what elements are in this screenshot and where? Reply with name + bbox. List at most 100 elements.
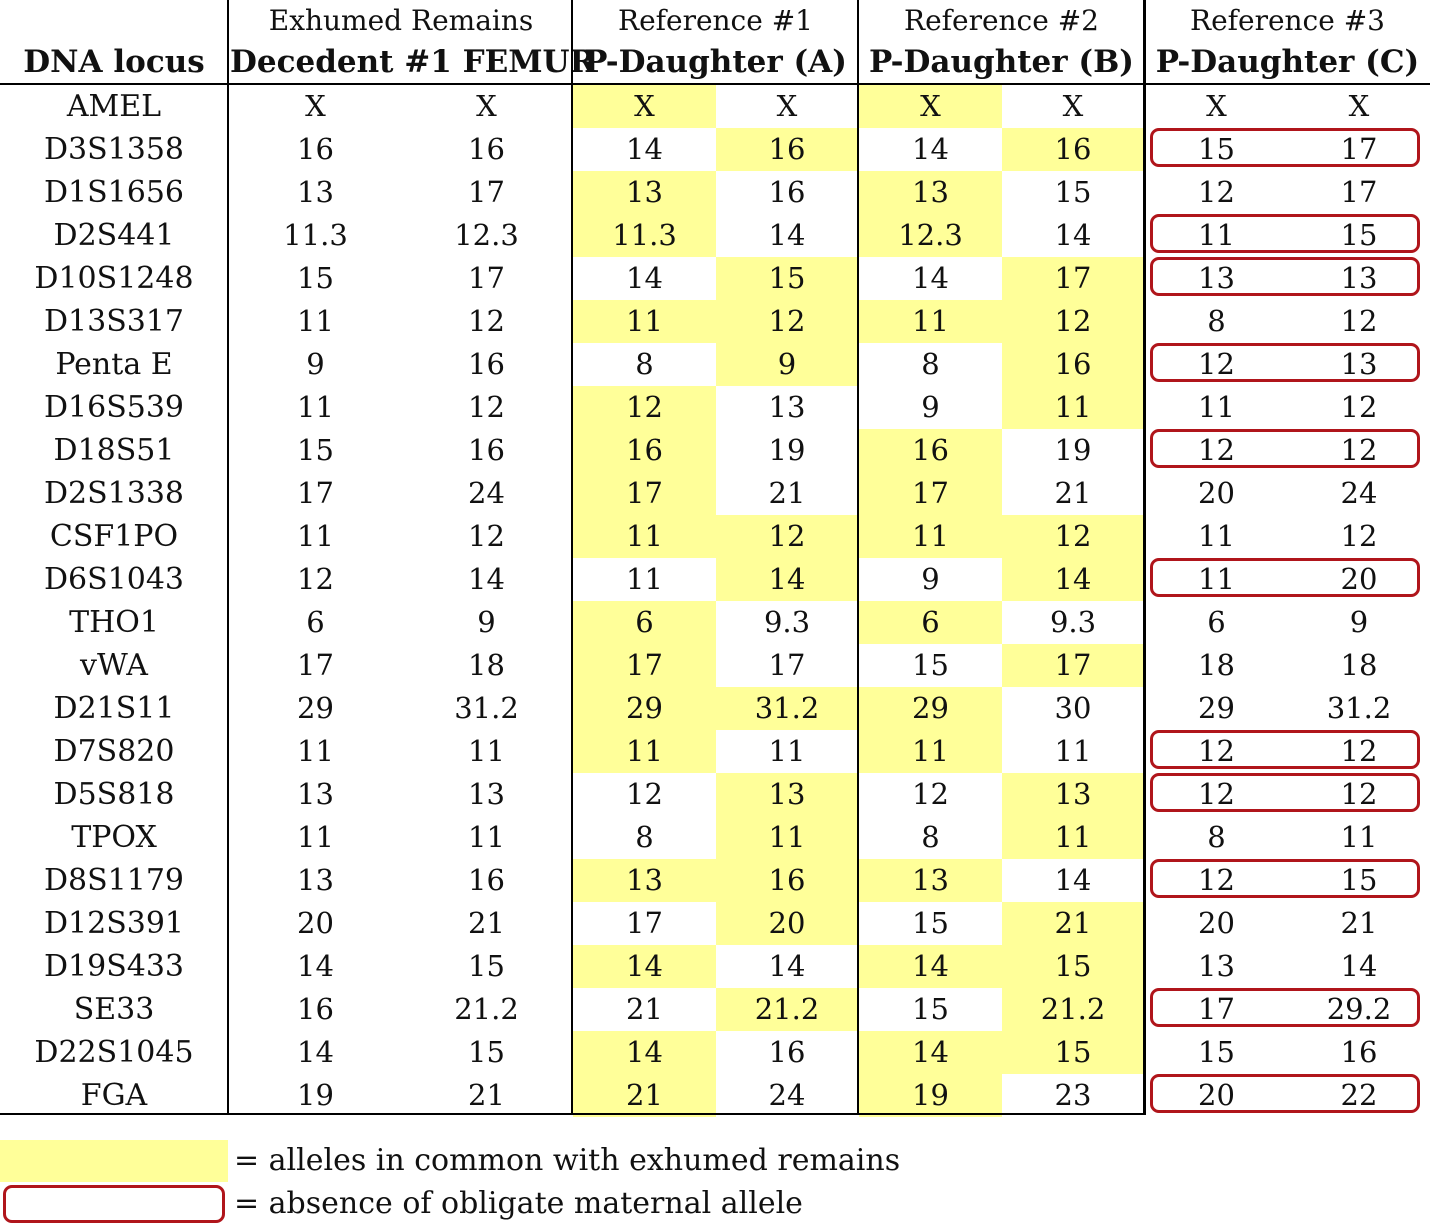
ref3-allele: 12 <box>1340 390 1378 424</box>
decedent-allele: X <box>476 89 497 123</box>
ref2-allele-shared: 21 <box>1002 902 1144 945</box>
missing-maternal-allele-box <box>1150 558 1420 597</box>
ref3-allele: 15 <box>1198 1035 1235 1069</box>
ref2-allele: 14 <box>1054 863 1092 897</box>
missing-maternal-allele-box <box>1150 773 1420 812</box>
locus-name: D1S1656 <box>43 175 185 210</box>
ref1-allele: 14 <box>626 261 663 295</box>
locus-name: D10S1248 <box>34 261 194 296</box>
ref2-allele-shared: 12 <box>1002 300 1144 343</box>
locus-name: D8S1179 <box>43 863 185 898</box>
table-row: D1S1656 13 17 13 16 13 15 12 17 <box>0 171 1430 214</box>
ref2-allele-shared: 13 <box>1002 773 1144 816</box>
ref1-allele: X <box>776 89 798 123</box>
ref1-allele-shared: 17 <box>573 644 716 687</box>
ref2-allele-shared: 12.3 <box>859 214 1002 257</box>
decedent-allele: 11 <box>468 820 505 854</box>
ref2-allele-shared: 16 <box>1002 343 1144 386</box>
ref1-allele: 17 <box>626 906 663 940</box>
ref3-allele: 12 <box>1198 175 1235 209</box>
decedent-allele: 16 <box>468 863 505 897</box>
ref1-allele: 19 <box>768 433 806 467</box>
ref1-allele: 14 <box>768 218 806 252</box>
ref2-allele-shared: 14 <box>859 1031 1002 1074</box>
missing-maternal-allele-box <box>1150 128 1420 167</box>
header-decedent-sub: Exhumed Remains <box>268 4 534 37</box>
header-reference-1-sub: Reference #1 <box>617 4 813 37</box>
ref3-allele: 29 <box>1198 691 1235 725</box>
decedent-allele: 13 <box>468 777 505 811</box>
ref1-allele: 21 <box>768 476 806 510</box>
ref2-allele-shared: 11 <box>859 300 1002 343</box>
ref1-allele-shared: 13 <box>573 859 716 902</box>
ref3-allele: 24 <box>1340 476 1378 510</box>
ref1-allele: 12 <box>626 777 663 811</box>
ref1-allele-shared: 11 <box>573 730 716 773</box>
missing-maternal-allele-box <box>1150 988 1420 1027</box>
locus-name: D2S441 <box>53 218 175 253</box>
decedent-allele: 14 <box>297 1035 334 1069</box>
ref1-allele: 9.3 <box>763 605 811 639</box>
decedent-allele: 11 <box>468 734 505 768</box>
ref2-allele-shared: 11 <box>859 515 1002 558</box>
decedent-allele: 17 <box>297 648 334 682</box>
ref3-allele: 21 <box>1340 906 1378 940</box>
ref3-allele: 20 <box>1340 562 1378 596</box>
decedent-allele: 17 <box>468 175 505 209</box>
decedent-allele: 29 <box>297 691 334 725</box>
ref3-allele: 15 <box>1340 863 1378 897</box>
locus-name: vWA <box>80 648 148 683</box>
ref3-allele: X <box>1348 89 1370 123</box>
ref2-allele-shared: 11 <box>1002 816 1144 859</box>
ref1-allele: 21 <box>626 992 663 1026</box>
ref2-allele-shared: 13 <box>859 171 1002 214</box>
locus-name: D22S1045 <box>34 1035 194 1070</box>
ref3-allele: 6 <box>1207 605 1226 639</box>
decedent-allele: 11.3 <box>283 218 348 252</box>
decedent-allele: 9 <box>306 347 325 381</box>
table-row: vWA 17 18 17 17 15 17 18 18 <box>0 644 1430 687</box>
decedent-allele: 19 <box>297 1078 334 1112</box>
ref3-allele: 12 <box>1340 433 1378 467</box>
ref1-allele-shared: 14 <box>573 1031 716 1074</box>
ref2-allele: 15 <box>912 992 949 1026</box>
legend-highlight-text: = alleles in common with exhumed remains <box>234 1143 901 1178</box>
locus-name: FGA <box>80 1078 148 1113</box>
ref2-allele: 8 <box>921 820 940 854</box>
missing-maternal-allele-box <box>1150 730 1420 769</box>
ref2-allele: 14 <box>912 261 949 295</box>
table-row: D7S820 11 11 11 11 11 11 12 12 <box>0 730 1430 773</box>
ref1-allele: 13 <box>768 390 806 424</box>
decedent-allele: 15 <box>468 1035 505 1069</box>
table-row: D18S51 15 16 16 19 16 19 12 12 <box>0 429 1430 472</box>
ref1-allele-shared: 9 <box>716 343 858 386</box>
locus-name: TPOX <box>71 820 157 855</box>
ref3-allele: 11 <box>1198 218 1235 252</box>
ref2-allele: 14 <box>912 132 949 166</box>
ref1-allele: 8 <box>635 347 654 381</box>
ref2-allele-shared: X <box>859 85 1002 128</box>
ref3-allele: 20 <box>1198 476 1235 510</box>
ref3-allele: 13 <box>1340 261 1378 295</box>
decedent-allele: 31.2 <box>454 691 519 725</box>
column-divider <box>227 0 229 1115</box>
decedent-allele: 11 <box>297 820 334 854</box>
ref2-allele: 15 <box>1054 175 1092 209</box>
ref3-allele: 17 <box>1340 132 1378 166</box>
ref3-allele: 9 <box>1349 605 1369 639</box>
header-decedent: Exhumed Remains Decedent #1 FEMUR <box>230 0 595 84</box>
ref3-allele: 12 <box>1198 777 1235 811</box>
ref3-allele: 17 <box>1198 992 1235 1026</box>
decedent-allele: 16 <box>468 433 505 467</box>
table-row: D2S1338 17 24 17 21 17 21 20 24 <box>0 472 1430 515</box>
ref2-allele: 9 <box>921 562 940 596</box>
decedent-allele: 16 <box>468 132 505 166</box>
ref3-allele: 12 <box>1198 863 1235 897</box>
ref1-allele-shared: 17 <box>573 472 716 515</box>
ref2-allele-shared: 17 <box>1002 644 1144 687</box>
ref2-allele: 9.3 <box>1049 605 1097 639</box>
decedent-allele: 21.2 <box>454 992 519 1026</box>
decedent-allele: 15 <box>468 949 505 983</box>
ref1-allele: 16 <box>768 1035 806 1069</box>
ref3-allele: 12 <box>1340 734 1378 768</box>
